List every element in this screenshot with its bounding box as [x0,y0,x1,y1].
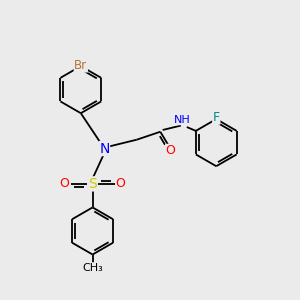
Text: O: O [116,177,125,190]
Text: CH₃: CH₃ [82,263,103,273]
Text: O: O [60,177,70,190]
Text: N: N [99,142,110,155]
Text: Br: Br [74,59,87,72]
Text: NH: NH [174,115,191,125]
Text: F: F [213,111,220,124]
Text: O: O [166,144,176,158]
Text: S: S [88,177,97,191]
